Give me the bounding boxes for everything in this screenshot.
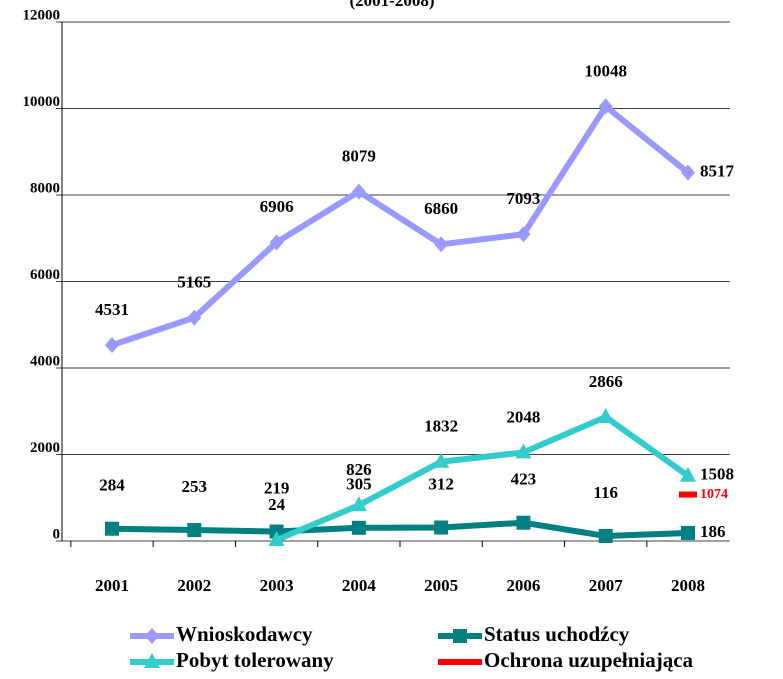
data-label: 6906 xyxy=(260,197,294,216)
marker xyxy=(268,530,285,546)
series-line xyxy=(111,519,689,539)
y-tick-label: 10000 xyxy=(23,94,61,110)
marker xyxy=(350,496,367,512)
data-label: 10048 xyxy=(584,61,627,80)
data-label: 24 xyxy=(268,495,286,514)
x-tick-label: 2007 xyxy=(589,576,624,595)
data-label: 1832 xyxy=(424,417,458,436)
legend-label: Status uchodźcy xyxy=(484,622,630,646)
marker xyxy=(351,183,366,200)
data-label: 253 xyxy=(182,477,208,496)
marker xyxy=(680,466,696,482)
x-tick-label: 2005 xyxy=(424,576,458,595)
chart-title: (2001-2008) xyxy=(350,0,435,10)
marker xyxy=(453,629,467,643)
marker xyxy=(105,337,119,354)
data-label: 8517 xyxy=(700,162,735,181)
legend-label: Pobyt tolerowany xyxy=(176,648,334,672)
y-tick-label: 0 xyxy=(53,526,61,542)
data-label: 186 xyxy=(700,522,726,541)
marker xyxy=(434,520,449,535)
series-line xyxy=(111,103,690,348)
y-tick-label: 12000 xyxy=(23,7,61,23)
marker xyxy=(597,408,614,424)
data-label: 2048 xyxy=(506,407,540,426)
data-label: 284 xyxy=(99,476,125,495)
y-tick-label: 4000 xyxy=(30,353,60,369)
marker xyxy=(105,521,119,536)
data-label: 8079 xyxy=(342,146,376,165)
y-tick-label: 6000 xyxy=(30,267,60,283)
data-label: 1508 xyxy=(700,465,734,484)
marker xyxy=(187,523,202,538)
x-tick-label: 2008 xyxy=(671,576,705,595)
marker xyxy=(681,525,695,540)
x-tick-label: 2006 xyxy=(506,576,540,595)
marker xyxy=(144,653,160,668)
marker xyxy=(187,309,202,326)
marker xyxy=(679,491,697,498)
data-label: 826 xyxy=(346,460,372,479)
data-label: 5165 xyxy=(177,273,211,292)
data-label: 423 xyxy=(511,470,537,489)
data-label: 7093 xyxy=(506,189,540,208)
marker xyxy=(433,452,450,468)
marker xyxy=(516,226,531,243)
marker xyxy=(145,628,159,644)
marker xyxy=(269,234,284,251)
marker xyxy=(434,236,449,253)
data-label: 116 xyxy=(593,483,618,502)
x-tick-label: 2001 xyxy=(95,576,129,595)
data-label: 312 xyxy=(428,474,454,493)
marker xyxy=(351,520,366,535)
data-label: 1074 xyxy=(700,487,728,502)
data-label: 305 xyxy=(346,475,372,494)
legend-label: Ochrona uzupełniająca xyxy=(484,648,694,672)
x-tick-label: 2004 xyxy=(342,576,377,595)
legend-label: Wnioskodawcy xyxy=(176,622,313,646)
marker xyxy=(516,515,531,530)
data-label: 2866 xyxy=(589,372,623,391)
data-label: 4531 xyxy=(95,300,129,319)
data-label: 219 xyxy=(264,478,290,497)
marker xyxy=(681,164,695,181)
x-tick-label: 2002 xyxy=(177,576,211,595)
y-tick-label: 2000 xyxy=(30,440,60,456)
series-line xyxy=(275,414,690,543)
marker xyxy=(515,443,532,459)
x-tick-label: 2003 xyxy=(260,576,294,595)
y-tick-label: 8000 xyxy=(30,180,60,196)
marker xyxy=(598,98,613,115)
marker xyxy=(598,528,613,543)
data-label: 6860 xyxy=(424,199,458,218)
